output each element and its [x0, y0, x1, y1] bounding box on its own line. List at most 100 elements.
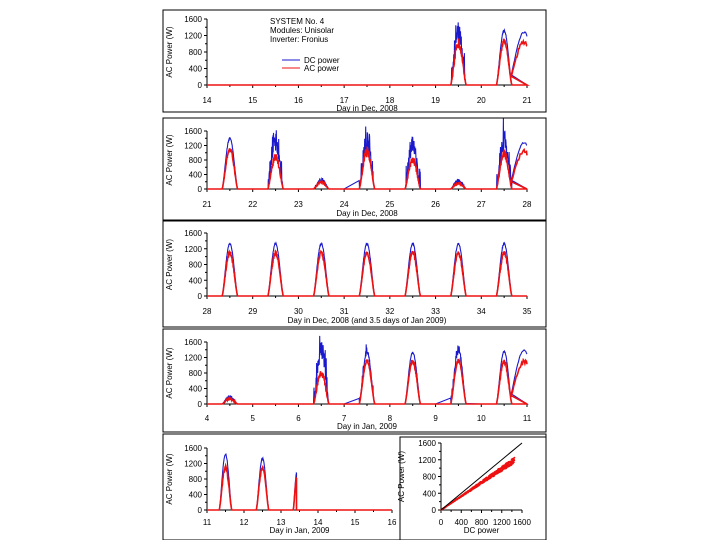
series-ac-power [207, 249, 527, 297]
x-tick-label: 29 [248, 307, 257, 316]
scatter-point [471, 488, 474, 491]
x-axis-title: Day in Dec, 2008 [336, 209, 398, 218]
x-tick-label: 22 [248, 200, 257, 209]
series-ac-power [207, 462, 392, 511]
panel-1: SYSTEM No. 4 Modules: Unisolar Inverter:… [162, 9, 547, 113]
x-tick-label: 5 [250, 414, 255, 423]
y-tick-label: 1200 [184, 32, 202, 41]
y-tick-label: 800 [189, 475, 203, 484]
x-tick-label: 7 [342, 414, 347, 423]
x-tick-label: 21 [203, 200, 212, 209]
x-tick-label: 31 [340, 307, 349, 316]
x-tick-label: 15 [248, 96, 257, 105]
x-tick-label: 23 [294, 200, 303, 209]
y-tick-label: 0 [432, 506, 437, 515]
scatter-point [492, 472, 495, 475]
y-tick-label: 1200 [184, 460, 202, 469]
scatter-point [499, 470, 502, 473]
legend-dc-label: DC power [304, 56, 340, 65]
panel-4-frame [162, 328, 547, 433]
y-tick-label: 800 [189, 369, 203, 378]
y-tick-label: 0 [198, 185, 203, 194]
y-tick-label: 800 [189, 261, 203, 270]
y-tick-label: 1600 [184, 127, 202, 136]
x-tick-label: 16 [294, 96, 303, 105]
scatter-point [450, 501, 453, 504]
scatter-point [512, 458, 515, 461]
scatter-point [491, 473, 494, 476]
y-axis-title: AC Power (W) [165, 239, 174, 290]
scatter-point [507, 463, 509, 466]
scatter-point [456, 498, 458, 501]
legend: DC power AC power [282, 56, 340, 73]
x-tick-label: 15 [351, 518, 360, 527]
x-tick-label: 19 [431, 96, 440, 105]
panel-1-frame [162, 9, 547, 113]
x-tick-label: 18 [385, 96, 394, 105]
scatter-point [511, 463, 513, 465]
panel-2: 0 400 800 1200 1600 21 22 23 24 25 26 27 28 Day in De… [162, 117, 547, 221]
scatter-point [453, 499, 456, 502]
x-tick-label: 27 [477, 200, 486, 209]
x-tick-label: 12 [240, 518, 249, 527]
y-tick-label: 800 [423, 473, 437, 482]
series-ac-power [207, 145, 528, 190]
x-tick-label: 1200 [493, 518, 511, 527]
x-tick-label: 14 [203, 96, 212, 105]
x-tick-label: 8 [388, 414, 393, 423]
panel-2-frame [162, 117, 547, 221]
y-tick-label: 400 [189, 65, 203, 74]
annotation-line-3: Inverter: Fronius [270, 35, 328, 44]
x-axis-title: Day in Dec, 2008 (and 3.5 days of Jan 20… [288, 316, 447, 325]
y-tick-label: 0 [198, 400, 203, 409]
scatter-point [497, 467, 500, 470]
scatter-point [493, 474, 496, 476]
reference-line [440, 442, 523, 511]
y-tick-label: 400 [189, 171, 203, 180]
scatter-point [487, 477, 489, 479]
x-tick-label: 16 [388, 518, 397, 527]
y-axis-title: AC Power (W) [165, 347, 174, 398]
scatter-point [496, 472, 499, 475]
panel-3-frame [162, 220, 547, 328]
y-tick-label: 1200 [184, 354, 202, 363]
scatter-point [474, 485, 477, 488]
scatter-point [488, 477, 491, 480]
x-tick-label: 10 [477, 414, 486, 423]
legend-ac-label: AC power [304, 64, 339, 73]
y-tick-label: 400 [189, 276, 203, 285]
scatter-point [505, 462, 507, 465]
x-axis-title: Day in Jan, 2009 [269, 526, 330, 535]
x-tick-label: 35 [523, 307, 532, 316]
y-tick-label: 0 [198, 506, 203, 515]
scatter-point [482, 480, 485, 483]
scatter-point [505, 467, 507, 469]
x-axis-title: DC power [464, 526, 500, 535]
panel-4: 0 400 800 1200 1600 4 5 6 7 8 9 10 11 Day in Jan, 200… [162, 328, 547, 433]
annotation-line-2: Modules: Unisolar [270, 26, 334, 35]
y-axis-title: AC Power (W) [165, 453, 174, 504]
y-tick-label: 400 [189, 385, 203, 394]
x-axis-title: Day in Jan, 2009 [337, 422, 398, 431]
series-ac-power [207, 37, 531, 86]
y-tick-label: 1600 [184, 338, 202, 347]
y-tick-label: 400 [423, 489, 437, 498]
x-tick-label: 1600 [513, 518, 531, 527]
x-tick-label: 34 [477, 307, 486, 316]
x-tick-label: 32 [385, 307, 394, 316]
scatter-point [477, 484, 479, 487]
x-tick-label: 28 [203, 307, 212, 316]
y-tick-label: 400 [189, 491, 203, 500]
x-tick-label: 25 [385, 200, 394, 209]
scatter-point [505, 464, 508, 467]
annotation-line-1: SYSTEM No. 4 [270, 17, 325, 26]
y-tick-label: 800 [189, 48, 203, 57]
y-tick-label: 1600 [184, 229, 202, 238]
scatter-point [512, 461, 515, 464]
scatter-point [464, 492, 467, 494]
x-tick-label: 14 [314, 518, 323, 527]
y-tick-label: 0 [198, 292, 203, 301]
scatter-point [461, 495, 464, 497]
